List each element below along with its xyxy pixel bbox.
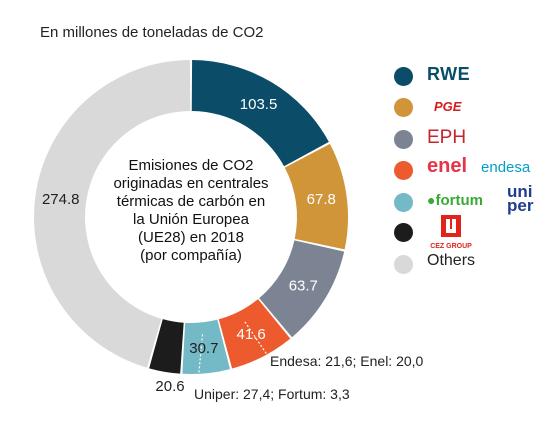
center-caption-line: (UE28) en 2018 — [138, 229, 244, 246]
center-caption-line: Emisiones de CO2 — [128, 157, 254, 174]
center-caption: Emisiones de CO2 originadas en centrales… — [103, 157, 279, 265]
slice-labels: 103.5 67.8 63.7 41.6 30.7 20.6 274.8 — [42, 96, 336, 395]
cez-icon — [441, 215, 461, 237]
slice-value-label: 30.7 — [189, 340, 218, 357]
fortum-icon: ● — [427, 192, 436, 208]
slice-others — [33, 60, 191, 368]
cez-logo: CEZ GROUP — [430, 214, 472, 250]
uniper-logo-line: uni — [507, 182, 533, 201]
cez-logo-text: CEZ GROUP — [430, 243, 472, 250]
slice-cez-group — [149, 319, 184, 374]
eph-logo: EPH — [427, 127, 467, 148]
fortum-logo: fortum — [435, 192, 483, 209]
slice-value-label: 103.5 — [240, 96, 278, 113]
slice-value-label: 63.7 — [289, 277, 318, 294]
slice-value-label: 20.6 — [155, 378, 184, 395]
endesa-logo: endesa — [481, 159, 531, 176]
note-uniper-fortum: Uniper: 27,4; Fortum: 3,3 — [194, 386, 350, 402]
donut-slices — [33, 60, 348, 374]
slice-rwe — [191, 60, 329, 167]
legend-swatch — [394, 161, 413, 180]
leader-lines — [197, 321, 269, 383]
legend-swatch — [394, 223, 413, 242]
slice-eph — [259, 240, 345, 338]
center-caption-line: originadas en centrales — [113, 175, 269, 192]
slice-enel-endesa — [218, 299, 291, 369]
legend-label-others: Others — [427, 252, 476, 269]
center-caption-line: la Unión Europea — [133, 211, 249, 228]
enel-logo: enel — [427, 155, 468, 177]
legend-swatch — [394, 193, 413, 212]
slice-value-label: 41.6 — [237, 326, 266, 343]
note-enel-endesa: Endesa: 21,6; Enel: 20,0 — [270, 353, 424, 369]
chart-subtitle: En millones de toneladas de CO2 — [40, 24, 264, 41]
pge-logo: PGE — [434, 99, 462, 114]
slice-pge — [284, 143, 348, 250]
slice-value-label: 67.8 — [307, 191, 336, 208]
legend-swatch — [394, 98, 413, 117]
uniper-logo: uni per — [507, 182, 534, 215]
fortum-logo-wrap: ●fortum — [427, 192, 483, 210]
center-caption-line: térmicas de carbón en — [116, 193, 266, 210]
legend-swatch — [394, 255, 413, 274]
slice-value-label: 274.8 — [42, 191, 80, 208]
slice-fortum-uniper — [182, 319, 231, 374]
rwe-logo: RWE — [427, 64, 471, 84]
legend-swatch — [394, 67, 413, 86]
uniper-logo-line: per — [507, 196, 534, 215]
enel-endesa-logos: enel endesa — [427, 155, 530, 178]
leader-line — [244, 321, 269, 357]
center-caption-line: (por compañía) — [140, 247, 242, 264]
legend-swatch — [394, 130, 413, 149]
